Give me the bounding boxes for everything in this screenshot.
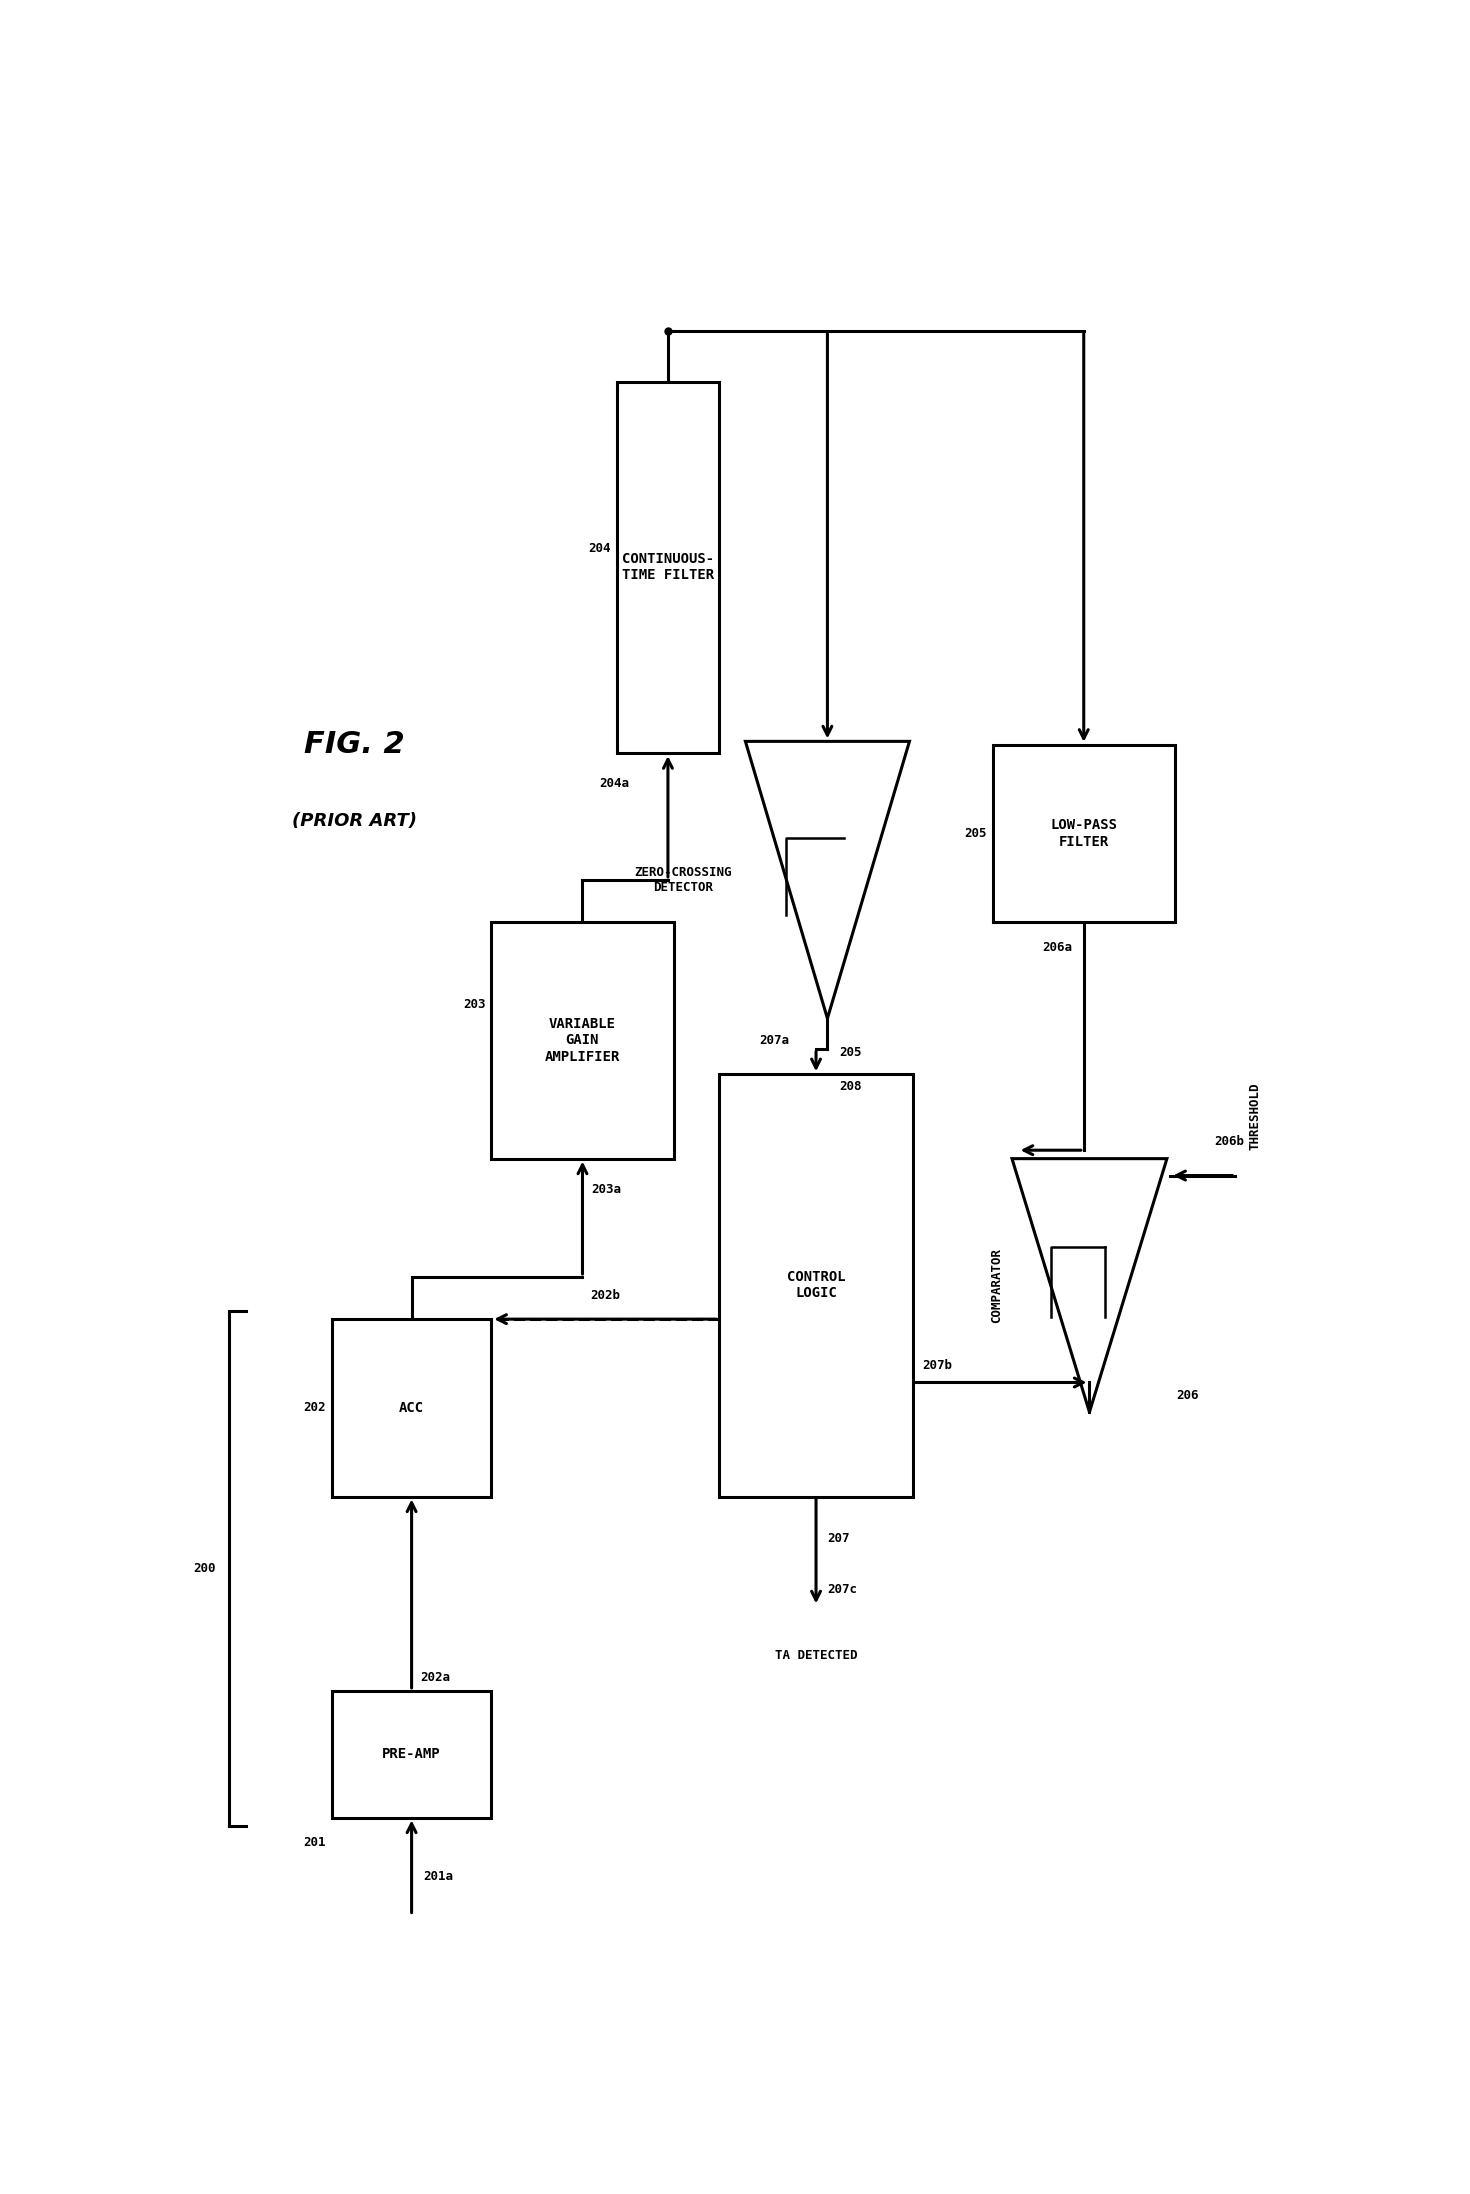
Text: 207a: 207a — [759, 1033, 789, 1047]
Text: FIG. 2: FIG. 2 — [304, 731, 406, 759]
FancyBboxPatch shape — [992, 744, 1175, 921]
Text: 200: 200 — [193, 1562, 216, 1575]
Text: 203: 203 — [463, 998, 485, 1011]
Text: VARIABLE
GAIN
AMPLIFIER: VARIABLE GAIN AMPLIFIER — [545, 1018, 620, 1064]
Text: CONTROL
LOGIC: CONTROL LOGIC — [786, 1270, 845, 1301]
FancyBboxPatch shape — [332, 1692, 491, 1817]
Text: TA DETECTED: TA DETECTED — [775, 1648, 857, 1661]
Text: 205: 205 — [839, 1047, 861, 1060]
FancyBboxPatch shape — [332, 1319, 491, 1496]
Text: LOW-PASS
FILTER: LOW-PASS FILTER — [1050, 818, 1117, 849]
Text: 207c: 207c — [828, 1582, 857, 1595]
Text: THRESHOLD: THRESHOLD — [1250, 1082, 1261, 1150]
Text: CONTINUOUS-
TIME FILTER: CONTINUOUS- TIME FILTER — [622, 553, 714, 581]
Text: 202: 202 — [304, 1402, 326, 1415]
Text: 205: 205 — [964, 827, 986, 840]
Text: 207: 207 — [828, 1531, 850, 1545]
FancyBboxPatch shape — [491, 921, 673, 1158]
Text: COMPARATOR: COMPARATOR — [989, 1248, 1003, 1323]
Text: 204: 204 — [588, 542, 612, 555]
Text: ZERO-CROSSING
DETECTOR: ZERO-CROSSING DETECTOR — [634, 867, 732, 893]
Text: PRE-AMP: PRE-AMP — [382, 1746, 441, 1762]
FancyBboxPatch shape — [719, 1075, 913, 1496]
Text: 206a: 206a — [1042, 941, 1072, 954]
Text: 201a: 201a — [423, 1869, 453, 1882]
Text: 206b: 206b — [1214, 1134, 1245, 1147]
Text: 207b: 207b — [922, 1358, 953, 1371]
Text: 206: 206 — [1176, 1389, 1198, 1402]
FancyBboxPatch shape — [616, 382, 719, 753]
Text: (PRIOR ART): (PRIOR ART) — [293, 812, 417, 829]
Text: ACC: ACC — [398, 1400, 425, 1415]
Text: 208: 208 — [839, 1079, 861, 1093]
Text: 201: 201 — [304, 1836, 326, 1850]
Text: 203a: 203a — [591, 1183, 622, 1196]
Text: 202b: 202b — [591, 1290, 620, 1301]
Text: 204a: 204a — [600, 777, 629, 790]
Text: 202a: 202a — [420, 1672, 451, 1683]
